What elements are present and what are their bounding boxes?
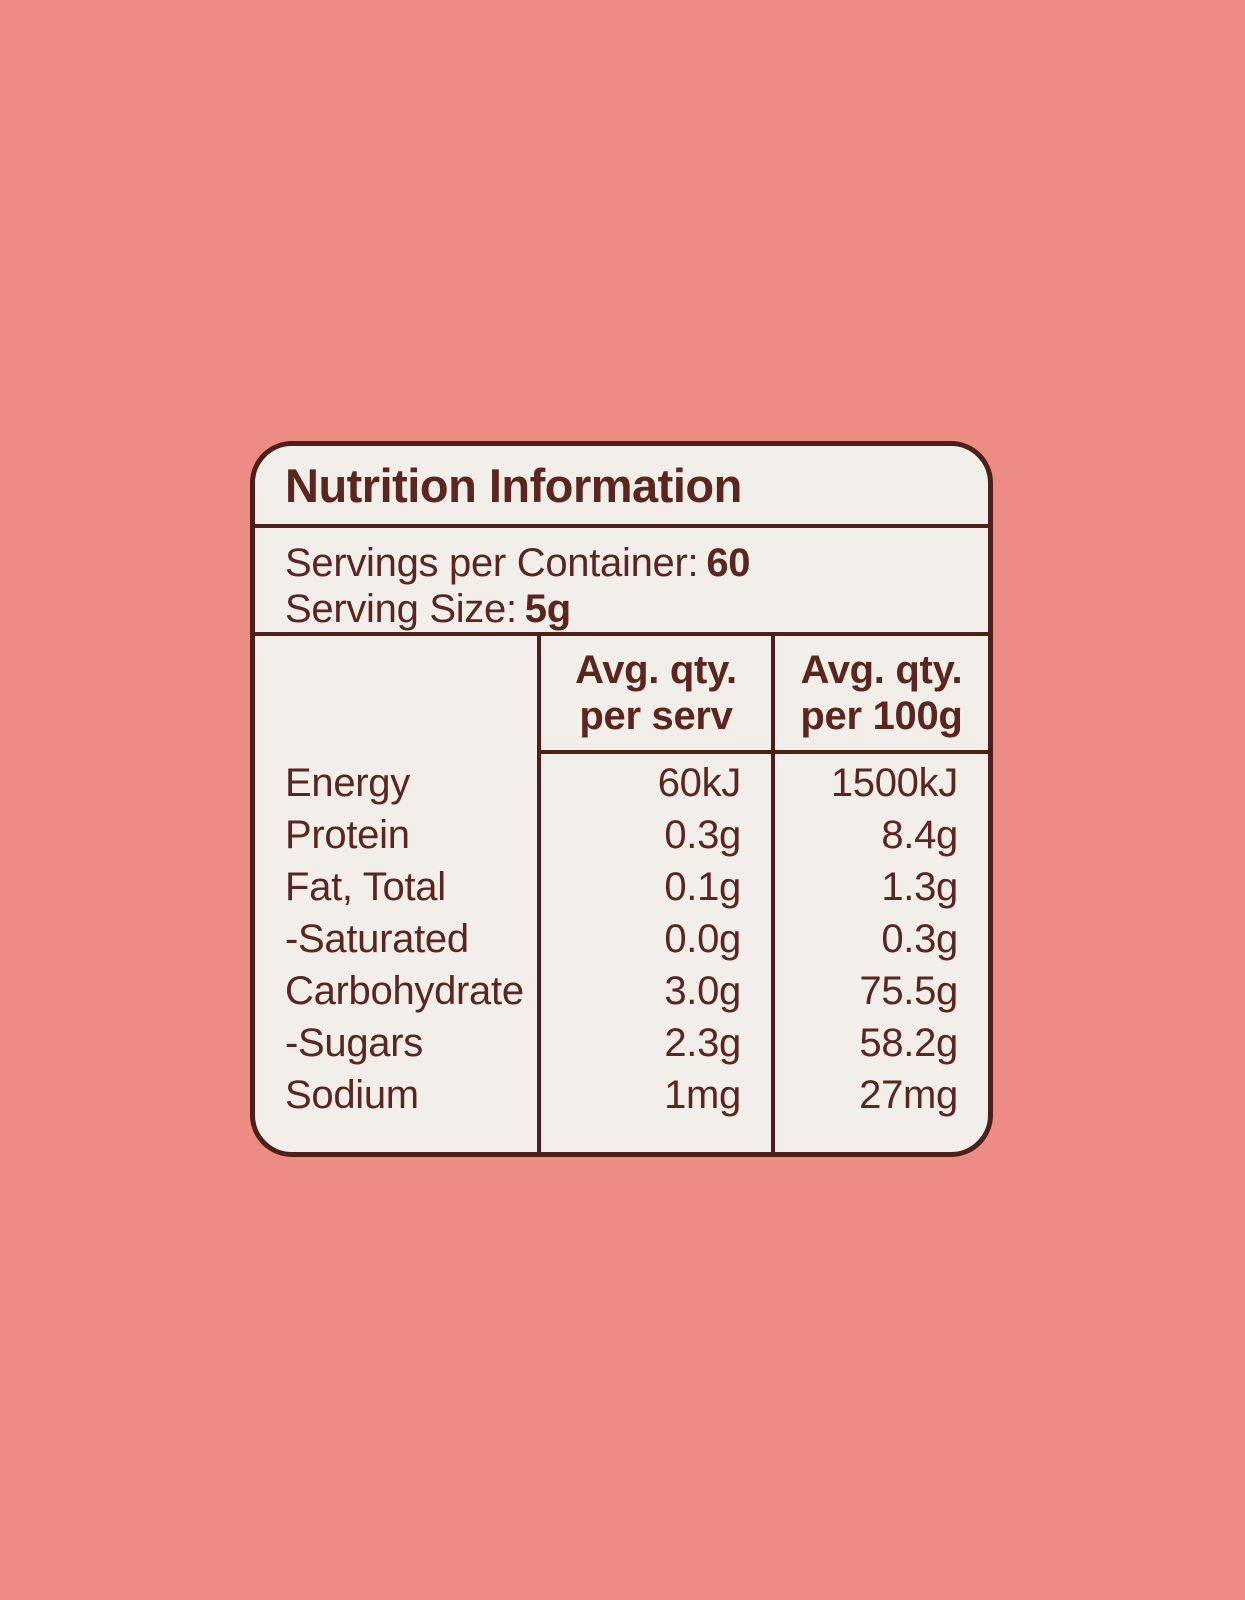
per-serv-value: 2.3g (664, 1021, 741, 1065)
serving-size-label: Serving Size: (285, 587, 517, 631)
servings-per-container-label: Servings per Container: (285, 541, 699, 585)
per-serv-column: Avg. qty. per serv 60kJ 0.3g 0.1g 0.0g 3… (537, 636, 771, 1152)
nutrient-label: Sodium (285, 1073, 419, 1117)
panel-title: Nutrition Information (285, 458, 742, 512)
nutrient-label: Energy (285, 761, 410, 805)
nutrient-label: -Saturated (285, 917, 469, 961)
serving-size-line: Serving Size: 5g (285, 586, 958, 632)
servings-per-container-value: 60 (706, 541, 751, 585)
per-serv-value: 3.0g (664, 969, 741, 1013)
serving-size-value: 5g (524, 587, 571, 631)
nutrient-label: Carbohydrate (285, 969, 524, 1013)
nutrient-label: Fat, Total (285, 865, 446, 909)
nutrient-label: -Sugars (285, 1021, 423, 1065)
per-100g-value: 8.4g (881, 813, 958, 857)
per-100g-column: Avg. qty. per 100g 1500kJ 8.4g 1.3g 0.3g… (771, 636, 988, 1152)
per-100g-value: 27mg (859, 1073, 958, 1117)
nutrition-table: Energy Protein Fat, Total -Saturated Car… (255, 636, 988, 1152)
per-serv-value: 0.3g (664, 813, 741, 857)
per-100g-value: 58.2g (859, 1021, 958, 1065)
servings-per-container-line: Servings per Container: 60 (285, 540, 958, 586)
servings-section: Servings per Container: 60 Serving Size: 5… (255, 528, 988, 636)
per-serv-value: 0.0g (664, 917, 741, 961)
per-serv-value: 0.1g (664, 865, 741, 909)
per-100g-value: 1500kJ (830, 761, 958, 805)
title-section: Nutrition Information (255, 446, 988, 528)
nutrient-label: Protein (285, 813, 410, 857)
per-serv-header: Avg. qty. per serv (541, 636, 771, 754)
per-serv-value: 60kJ (657, 761, 742, 805)
per-100g-value: 1.3g (881, 865, 958, 909)
per-100g-header: Avg. qty. per 100g (775, 636, 988, 754)
nutrition-panel: Nutrition Information Servings per Conta… (250, 441, 993, 1157)
per-serv-value: 1mg (664, 1073, 741, 1117)
nutrient-header-spacer (255, 636, 537, 754)
per-100g-value: 0.3g (881, 917, 958, 961)
nutrient-column: Energy Protein Fat, Total -Saturated Car… (255, 636, 537, 1152)
per-100g-value: 75.5g (859, 969, 958, 1013)
